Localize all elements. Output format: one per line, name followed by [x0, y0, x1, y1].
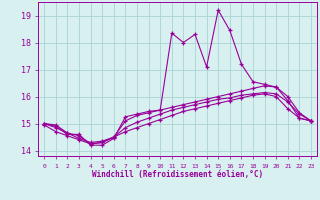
- X-axis label: Windchill (Refroidissement éolien,°C): Windchill (Refroidissement éolien,°C): [92, 170, 263, 179]
